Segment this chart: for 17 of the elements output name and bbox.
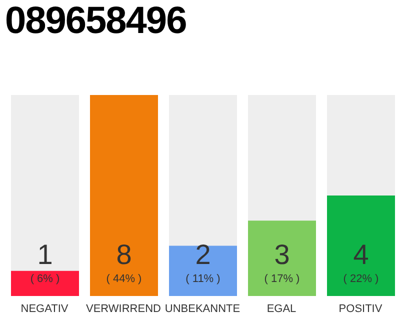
annotation: ( 17% ) [264,273,300,285]
x-tick-label: POSITIV [338,302,383,315]
data-label: 8 [116,239,132,270]
x-tick-label: EGAL [266,302,296,315]
x-tick-label: UNBEKANNTE [164,302,240,315]
data-label: 2 [195,239,211,270]
data-label: 3 [274,239,290,270]
data-label: 4 [353,239,369,270]
annotation: ( 11% ) [186,273,220,285]
data-label: 1 [37,239,53,270]
x-tick-label: NEGATIV [20,302,69,315]
annotation: ( 22% ) [343,273,379,285]
x-tick-label: VERWIRREND [86,302,162,315]
chart-title: 089658496 [5,0,186,42]
annotation: ( 44% ) [106,273,142,285]
bar [11,270,79,296]
annotation: ( 6% ) [30,273,60,285]
